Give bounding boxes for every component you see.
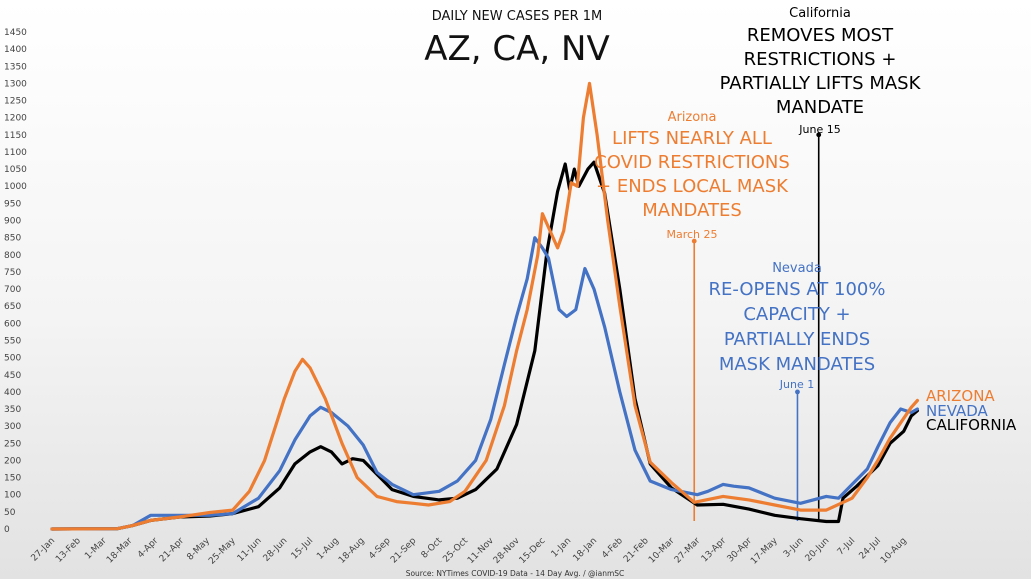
x-tick-label-18-Jan: 18-Jan [572,536,600,564]
annotation-nevada: Nevada RE-OPENS AT 100% CAPACITY + PARTI… [709,261,886,391]
y-tick-label-50: 50 [4,508,16,518]
annotation-arizona-line-1: LIFTS NEARLY ALL [612,128,772,149]
annotation-nevada-date: June 1 [779,378,814,391]
series-label-nevada: NEVADA [926,402,989,420]
x-tick-label-11-Nov: 11-Nov [466,536,496,566]
x-tick-label-10-Aug: 10-Aug [879,536,909,566]
y-tick-label-1000: 1000 [4,182,27,192]
annotation-arizona-line-4: MANDATES [642,200,742,221]
y-tick-label-200: 200 [4,456,21,466]
series-label-arizona: ARIZONA [926,387,995,405]
y-tick-label-1450: 1450 [4,28,27,38]
annotation-arizona: Arizona LIFTS NEARLY ALL COVID RESTRICTI… [594,110,790,241]
y-tick-label-450: 450 [4,371,21,381]
x-tick-label-3-Jun: 3-Jun [782,536,806,560]
x-tick-label-21-Feb: 21-Feb [622,536,651,565]
y-tick-label-650: 650 [4,302,21,312]
annotation-california-line-1: REMOVES MOST [747,25,894,46]
y-tick-label-850: 850 [4,234,21,244]
x-tick-label-17-May: 17-May [749,536,780,567]
y-tick-label-900: 900 [4,217,21,227]
annotation-california-line-3: PARTIALLY LIFTS MASK [720,73,922,94]
x-tick-label-13-Apr: 13-Apr [700,536,729,565]
x-tick-label-18-Mar: 18-Mar [105,536,135,566]
x-tick-label-21-Sep: 21-Sep [389,536,419,566]
x-tick-label-21-Apr: 21-Apr [158,536,187,565]
x-tick-label-10-Mar: 10-Mar [647,536,677,566]
y-tick-label-100: 100 [4,491,21,501]
y-tick-label-550: 550 [4,336,21,346]
series-line-california [50,160,919,531]
annotation-dot-california [816,132,822,138]
x-tick-label-28-Jun: 28-Jun [262,536,290,564]
y-tick-label-150: 150 [4,474,21,484]
x-tick-label-1-Jan: 1-Jan [550,536,574,560]
y-tick-label-400: 400 [4,388,21,398]
y-tick-label-950: 950 [4,199,21,209]
y-tick-label-350: 350 [4,405,21,415]
y-tick-label-1200: 1200 [4,114,27,124]
y-tick-label-300: 300 [4,422,21,432]
y-tick-label-1150: 1150 [4,131,27,141]
y-tick-label-1300: 1300 [4,79,27,89]
x-tick-label-25-Oct: 25-Oct [441,536,470,565]
annotation-dot-nevada [795,389,800,395]
series-lines [50,81,919,531]
x-tick-label-4-Apr: 4-Apr [136,536,160,560]
annotation-nevada-line-3: PARTIALLY ENDS [724,329,870,350]
y-tick-label-1100: 1100 [4,148,27,158]
annotation-california-line-4: MANDATE [776,97,864,118]
chart-source: Source: NYTimes COVID-19 Data - 14 Day A… [406,569,625,578]
annotation-nevada-state: Nevada [772,261,822,276]
y-tick-labels: 0 50 100 150 200 250 300 350 400 450 500 550 600 650 7… [4,28,27,535]
y-tick-label-800: 800 [4,251,21,261]
y-tick-label-700: 700 [4,285,21,295]
y-tick-label-1250: 1250 [4,97,27,107]
x-tick-label-15-Dec: 15-Dec [518,536,548,566]
x-tick-label-20-Jun: 20-Jun [804,536,832,564]
annotation-california-date: June 15 [798,123,840,136]
x-tick-label-11-Jun: 11-Jun [236,536,264,564]
annotation-california: California REMOVES MOST RESTRICTIONS + P… [720,6,922,136]
annotation-arizona-line-2: COVID RESTRICTIONS [594,152,790,173]
x-tick-label-13-Feb: 13-Feb [54,536,83,565]
annotation-nevada-line-2: CAPACITY + [743,304,850,325]
annotation-markers [691,132,822,521]
x-tick-label-15-Jul: 15-Jul [290,536,316,562]
annotation-dot-arizona [691,238,697,244]
y-tick-label-1350: 1350 [4,62,27,72]
annotation-california-line-2: RESTRICTIONS + [744,49,897,70]
x-tick-label-28-Nov: 28-Nov [492,536,522,566]
annotation-arizona-line-3: + ENDS LOCAL MASK [596,176,789,197]
series-line-arizona [50,81,919,531]
chart-subtitle: DAILY NEW CASES PER 1M [432,9,603,24]
x-tick-label-7-Jul: 7-Jul [836,536,857,557]
y-tick-label-600: 600 [4,319,21,329]
annotation-nevada-line-1: RE-OPENS AT 100% [709,279,886,300]
x-tick-label-18-Aug: 18-Aug [337,536,367,566]
x-tick-label-25-May: 25-May [207,536,238,567]
y-tick-label-750: 750 [4,268,21,278]
series-label-california: CALIFORNIA [926,416,1017,434]
annotation-california-state: California [789,6,851,21]
x-tick-label-27-Mar: 27-Mar [673,536,703,566]
y-tick-label-1400: 1400 [4,45,27,55]
y-tick-label-1050: 1050 [4,165,27,175]
series-line-nevada [50,236,919,531]
annotation-nevada-line-4: MASK MANDATES [719,354,875,375]
y-tick-label-500: 500 [4,354,21,364]
y-tick-label-0: 0 [4,525,10,535]
chart-title: AZ, CA, NV [424,29,609,69]
annotation-arizona-state: Arizona [668,110,717,125]
y-tick-label-250: 250 [4,439,21,449]
x-tick-label-27-Jan: 27-Jan [29,536,57,564]
annotation-arizona-date: March 25 [666,228,717,241]
